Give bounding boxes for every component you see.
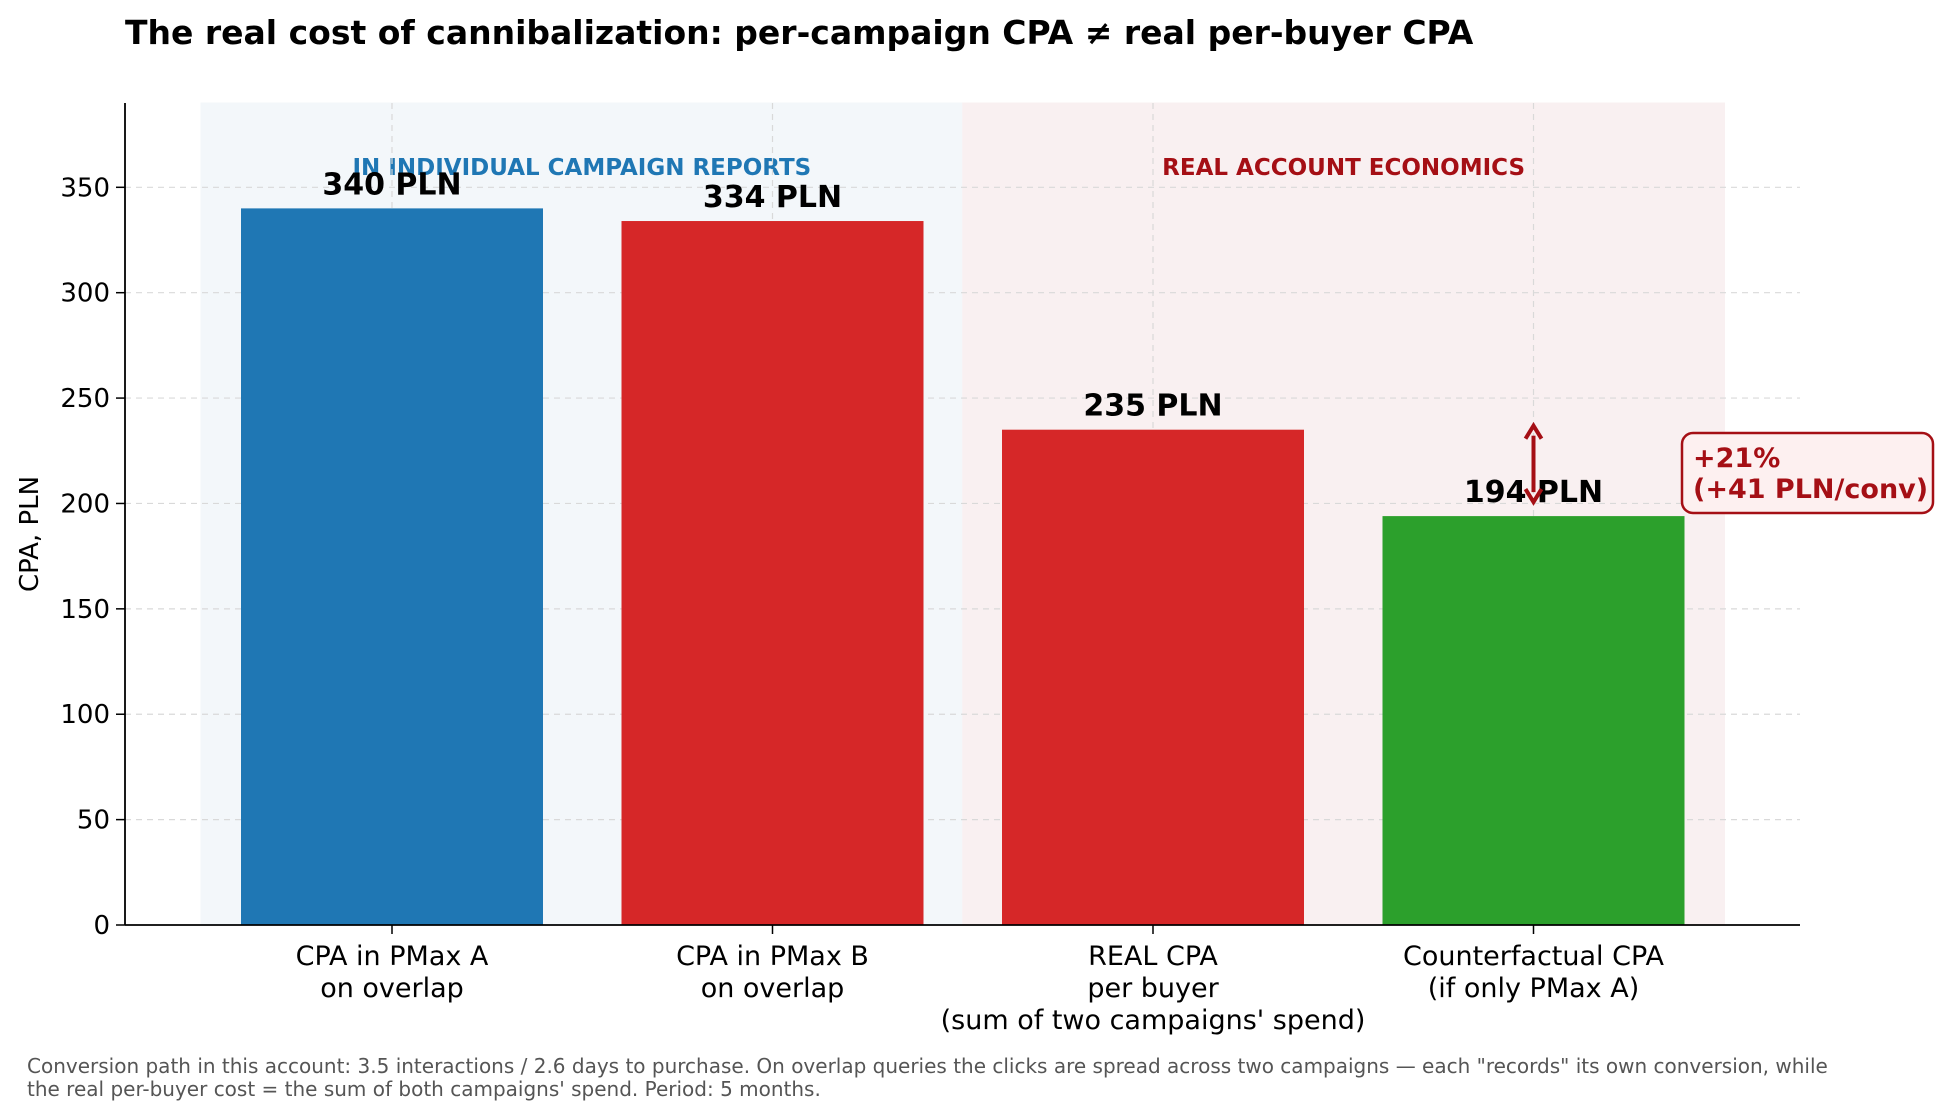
y-tick-label: 250 (60, 384, 110, 414)
category-label-line: on overlap (701, 973, 845, 1004)
category-label-line: CPA in PMax B (676, 941, 869, 972)
footnote-line-1: Conversion path in this account: 3.5 int… (27, 1054, 1828, 1078)
category-label-line: CPA in PMax A (296, 941, 489, 972)
y-tick-label: 0 (93, 911, 110, 941)
category-label-4: Counterfactual CPA (if only PMax A) (1403, 941, 1665, 1004)
difference-arrow-head-down (1523, 488, 1544, 506)
category-label-line: on overlap (320, 973, 464, 1004)
category-label-3: REAL CPA per buyer (sum of two campaigns' … (941, 941, 1366, 1036)
region-label-2: REAL ACCOUNT ECONOMICS (1162, 155, 1525, 181)
bar-2 (621, 221, 924, 925)
footnote-line-2: the real per-buyer cost = the sum of bot… (27, 1077, 821, 1101)
y-axis-label: CPA, PLN (15, 476, 45, 592)
category-label-line: (sum of two campaigns' spend) (941, 1005, 1366, 1036)
bar-1 (241, 208, 543, 925)
chart-title: The real cost of cannibalization: per-ca… (125, 13, 1474, 52)
footnote-layer: Conversion path in this account: 3.5 int… (27, 1054, 1828, 1101)
annotation-layer: +21%(+41 PLN/conv) (1523, 421, 1935, 515)
value-label-3: 235 PLN (1083, 389, 1222, 424)
y-tick-label: 50 (77, 806, 110, 836)
category-label-line: (if only PMax A) (1428, 973, 1640, 1004)
annotation-box (1680, 431, 1935, 515)
annotation-text-line-2: (+41 PLN/conv) (1693, 474, 1928, 505)
region-label-1: IN INDIVIDUAL CAMPAIGN REPORTS (353, 155, 812, 181)
value-label-2: 334 PLN (703, 180, 842, 215)
value-label-1: 340 PLN (322, 167, 461, 202)
axes-layer: 0 50 100 150 200 250 300 350 CPA, PLN (15, 103, 1800, 941)
difference-arrow-head-up (1523, 421, 1544, 440)
bar-3 (1002, 429, 1304, 925)
y-tick-label: 200 (60, 489, 110, 519)
bars-layer (241, 208, 1685, 925)
bar-4 (1382, 516, 1685, 925)
y-tick-label: 150 (60, 595, 110, 625)
y-tick-label: 350 (60, 173, 110, 203)
annotation-text-line-1: +21% (1693, 443, 1780, 474)
category-label-line: per buyer (1087, 973, 1219, 1004)
y-tick-label: 100 (60, 700, 110, 730)
category-label-line: Counterfactual CPA (1403, 941, 1665, 972)
y-tick-label: 300 (60, 279, 110, 309)
category-label-line: REAL CPA (1088, 941, 1218, 972)
